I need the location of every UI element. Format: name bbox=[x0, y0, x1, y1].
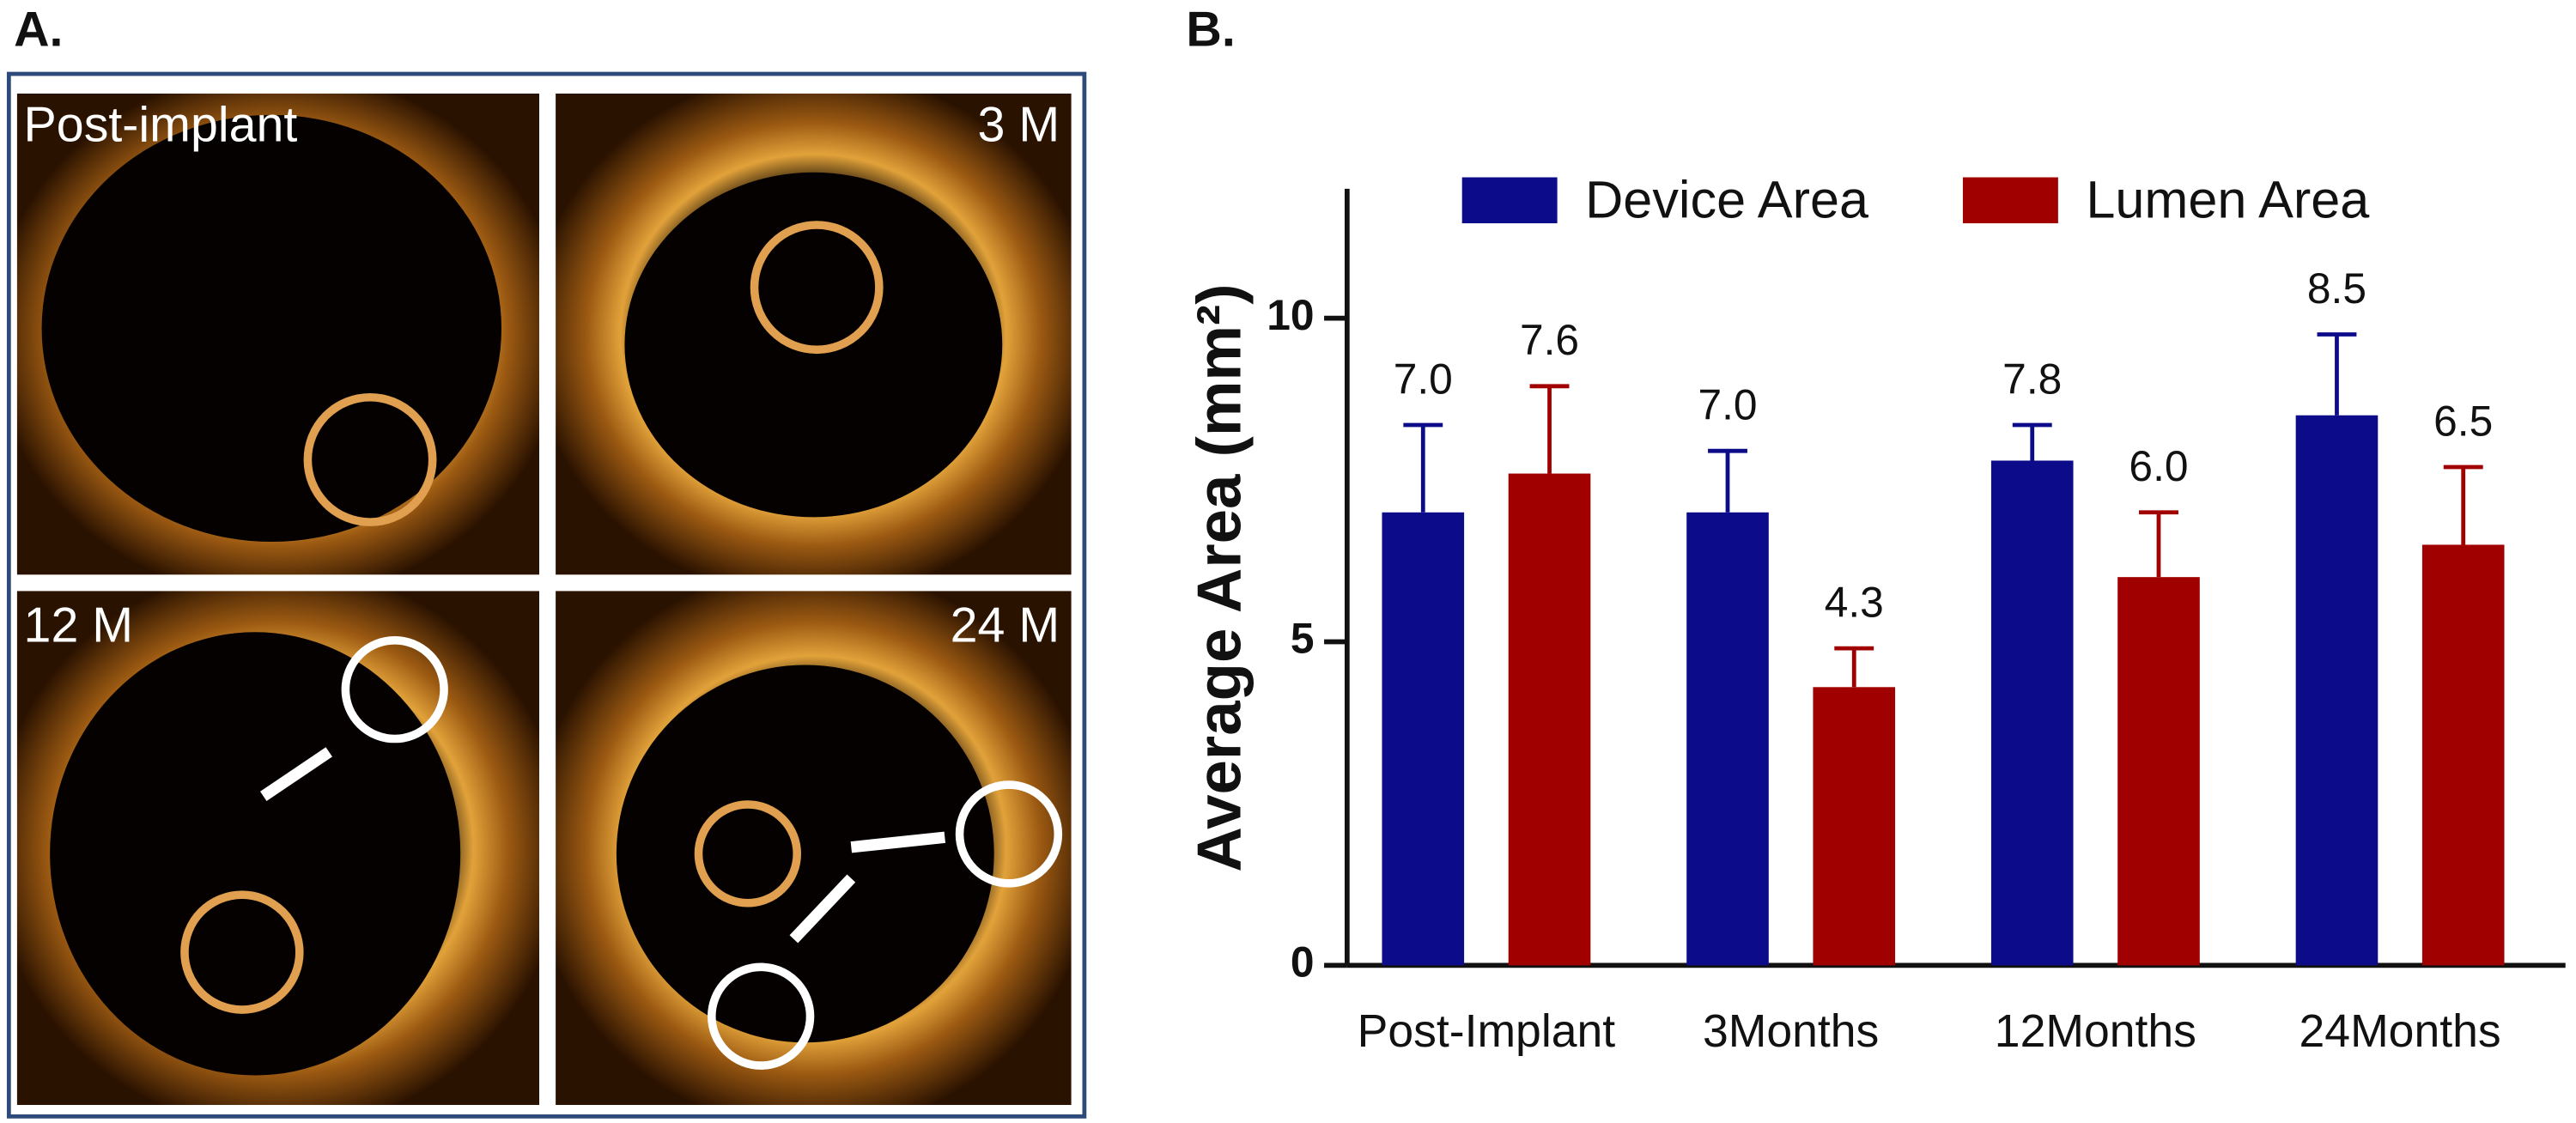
value-label: 7.0 bbox=[1394, 355, 1453, 403]
x-tick-label: 12Months bbox=[1995, 1006, 2196, 1057]
x-tick-label: 3Months bbox=[1703, 1006, 1879, 1057]
bar bbox=[1382, 512, 1465, 966]
bar bbox=[2117, 577, 2200, 966]
value-label: 8.5 bbox=[2307, 264, 2366, 313]
image-label: 24 M bbox=[951, 598, 1060, 653]
image-label: 12 M bbox=[24, 598, 134, 653]
y-tick-label: 5 bbox=[1291, 615, 1315, 663]
panel-label: B. bbox=[1186, 2, 1235, 57]
value-label: 7.6 bbox=[1520, 316, 1579, 364]
value-label: 6.0 bbox=[2129, 442, 2188, 490]
bar bbox=[2421, 544, 2505, 966]
legend-label: Lumen Area bbox=[2086, 170, 2370, 228]
value-label: 7.0 bbox=[1698, 381, 1757, 429]
oct-image: 3 M bbox=[556, 94, 1072, 575]
image-label: 3 M bbox=[978, 97, 1060, 152]
x-tick-label: Post-Implant bbox=[1358, 1006, 1616, 1057]
y-axis-label: Average Area (mm²) bbox=[1185, 284, 1255, 872]
legend-swatch bbox=[1461, 177, 1558, 224]
oct-image: Post-implant bbox=[16, 94, 540, 575]
x-tick-label: 24Months bbox=[2300, 1006, 2501, 1057]
panel-label: A. bbox=[14, 2, 63, 57]
legend-label: Device Area bbox=[1585, 170, 1869, 228]
bar bbox=[1508, 473, 1591, 966]
bar bbox=[1813, 687, 1896, 966]
value-label: 4.3 bbox=[1825, 578, 1884, 626]
value-label: 7.8 bbox=[2002, 355, 2062, 403]
y-tick-label: 10 bbox=[1267, 291, 1314, 339]
oct-image: 12 M bbox=[16, 591, 540, 1105]
legend-swatch bbox=[1962, 177, 2058, 224]
bar bbox=[2295, 415, 2379, 966]
value-label: 6.5 bbox=[2433, 397, 2493, 445]
bar bbox=[1686, 512, 1769, 966]
oct-image: 24 M bbox=[556, 591, 1072, 1105]
image-label: Post-implant bbox=[24, 97, 298, 152]
bar bbox=[1990, 460, 2074, 966]
y-tick-label: 0 bbox=[1291, 938, 1315, 986]
